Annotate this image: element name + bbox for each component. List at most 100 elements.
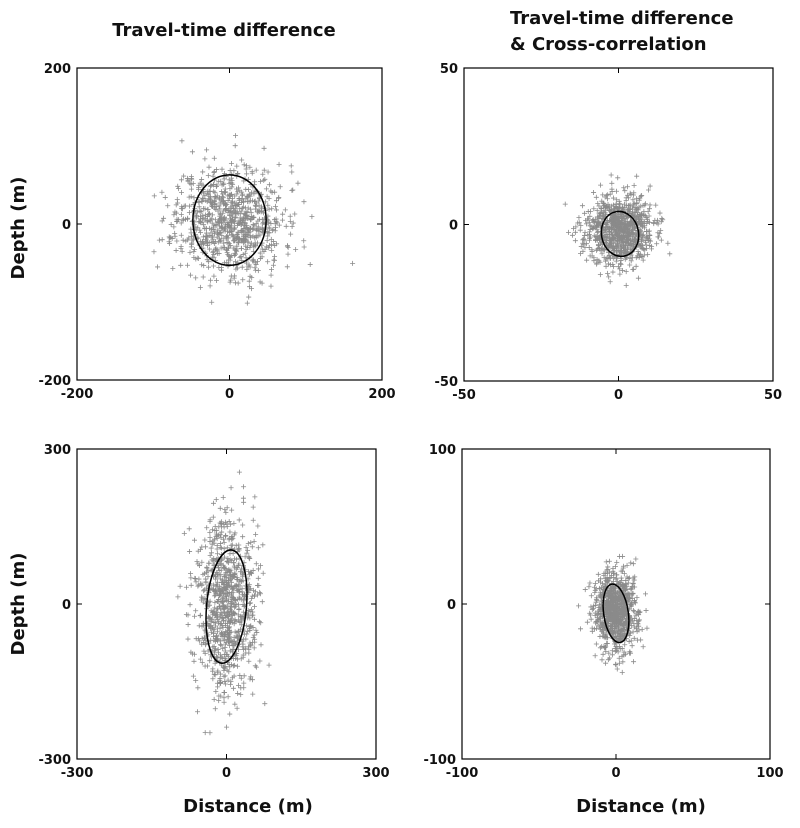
data-point	[597, 615, 603, 621]
data-point	[253, 261, 259, 267]
data-point	[197, 563, 203, 569]
data-point	[253, 561, 259, 567]
data-point	[273, 198, 279, 204]
data-point	[185, 262, 191, 268]
data-point	[202, 537, 208, 543]
data-point	[283, 223, 289, 229]
data-point	[227, 279, 233, 285]
data-point	[626, 231, 632, 237]
data-point	[241, 178, 247, 184]
data-point	[602, 644, 608, 650]
data-point	[235, 690, 241, 696]
data-point	[211, 630, 217, 636]
confidence-ellipse	[600, 210, 640, 258]
data-point	[209, 216, 215, 222]
data-point	[227, 637, 233, 643]
data-point	[619, 577, 625, 583]
panel-bottom-right: -100 0 100 -100 0 100	[423, 443, 783, 781]
data-point	[223, 612, 229, 618]
data-point	[223, 681, 229, 687]
data-point	[230, 550, 236, 556]
data-point	[607, 589, 613, 595]
data-point	[632, 599, 638, 605]
data-point	[189, 176, 195, 182]
data-point	[210, 666, 216, 672]
data-point	[245, 205, 251, 211]
data-point	[618, 627, 624, 633]
data-point	[598, 206, 604, 212]
x-tick-label: 300	[362, 766, 389, 781]
data-point	[207, 283, 213, 289]
data-point	[619, 669, 625, 675]
data-point	[179, 248, 185, 254]
data-point	[249, 612, 255, 618]
data-point	[232, 206, 238, 212]
data-point	[199, 196, 205, 202]
data-point	[578, 251, 584, 257]
data-point	[211, 619, 217, 625]
data-point	[261, 145, 267, 151]
data-point	[624, 226, 630, 232]
data-point	[592, 602, 598, 608]
data-point	[248, 607, 254, 613]
data-point	[644, 215, 650, 221]
data-point	[195, 548, 201, 554]
data-point	[593, 247, 599, 253]
data-point	[220, 198, 226, 204]
data-point	[259, 599, 265, 605]
x-tick-label: 0	[225, 387, 234, 402]
data-point	[614, 666, 620, 672]
data-point	[178, 220, 184, 226]
data-point	[610, 611, 616, 617]
data-point	[182, 203, 188, 209]
data-point	[229, 620, 235, 626]
data-point	[257, 279, 263, 285]
data-point	[210, 582, 216, 588]
data-point	[241, 592, 247, 598]
data-point	[602, 575, 608, 581]
data-point	[598, 579, 604, 585]
data-point	[614, 572, 620, 578]
data-point	[595, 229, 601, 235]
data-point	[210, 212, 216, 218]
data-point	[639, 234, 645, 240]
data-point	[178, 206, 184, 212]
data-point	[222, 655, 228, 661]
data-point	[613, 575, 619, 581]
data-point	[183, 584, 189, 590]
data-point	[212, 636, 218, 642]
data-point	[580, 240, 586, 246]
data-point	[217, 230, 223, 236]
data-point	[161, 215, 167, 221]
data-point	[272, 254, 278, 260]
data-point	[213, 222, 219, 228]
data-point	[599, 198, 605, 204]
y-tick-label: 200	[44, 62, 71, 77]
data-point	[610, 269, 616, 275]
data-point	[276, 222, 282, 228]
data-point	[205, 239, 211, 245]
data-point	[584, 221, 590, 227]
data-point	[156, 237, 162, 243]
data-point	[613, 188, 619, 194]
data-point	[218, 572, 224, 578]
data-point	[229, 616, 235, 622]
data-point	[645, 187, 651, 193]
data-point	[582, 244, 588, 250]
data-point	[634, 200, 640, 206]
data-point	[232, 259, 238, 265]
data-point	[610, 585, 616, 591]
data-point	[202, 217, 208, 223]
data-point	[219, 654, 225, 660]
data-point	[232, 218, 238, 224]
data-point	[194, 558, 200, 564]
data-point	[598, 210, 604, 216]
data-point	[627, 190, 633, 196]
data-point	[245, 628, 251, 634]
data-point	[597, 633, 603, 639]
data-point	[617, 646, 623, 652]
data-point	[592, 653, 598, 659]
data-point	[202, 225, 208, 231]
data-point	[211, 273, 217, 279]
data-point	[249, 169, 255, 175]
